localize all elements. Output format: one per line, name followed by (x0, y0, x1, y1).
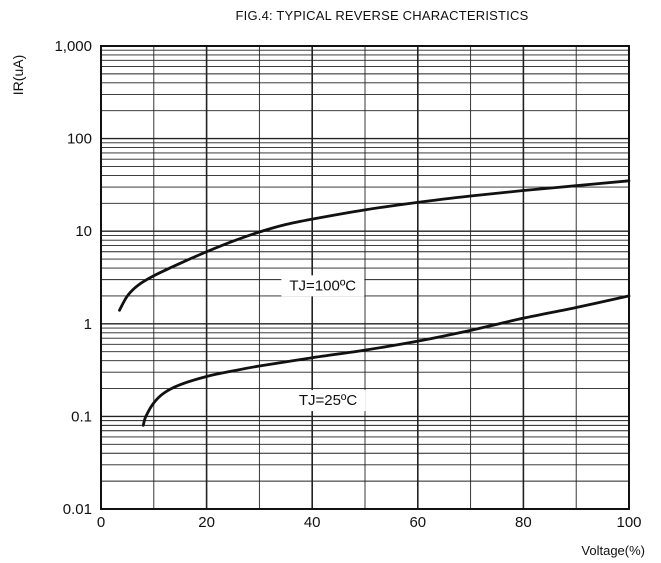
annotation-tj-25c: TJ=25ºC (290, 390, 366, 412)
x-tick-label: 100 (616, 514, 641, 531)
annotation-background (290, 390, 366, 412)
y-axis-label: IR(uA) (10, 55, 26, 95)
x-tick-label: 20 (198, 514, 215, 531)
grid (101, 46, 629, 510)
x-tick-label: 80 (515, 514, 532, 531)
series-line-tj-25c (141, 294, 631, 427)
x-tick-label: 0 (97, 514, 105, 531)
annotation-label: TJ=100ºC (289, 277, 356, 294)
annotation-label: TJ=25ºC (299, 392, 358, 409)
tick-labels: 0 20 40 60 80 100 0.01 0.1 1 10 100 1,000 (54, 38, 641, 531)
y-tick-label: 0.1 (71, 408, 92, 425)
chart-title: FIG.4: TYPICAL REVERSE CHARACTERISTICS (236, 8, 529, 23)
y-tick-label: 0.01 (63, 501, 92, 518)
annotation-tj-100c: TJ=100ºC (281, 275, 365, 297)
x-axis-label: Voltage(%) (581, 543, 645, 558)
plot-frame (100, 45, 630, 510)
y-tick-label: 100 (67, 131, 92, 148)
series-line-tj-100c (118, 179, 631, 312)
y-tick-label: 10 (75, 223, 92, 240)
x-tick-label: 40 (304, 514, 321, 531)
y-tick-label: 1,000 (54, 38, 92, 55)
annotations: TJ=100ºC TJ=25ºC (281, 275, 366, 412)
y-tick-label: 1 (84, 316, 92, 333)
series-lines (118, 179, 631, 427)
annotation-background (281, 275, 365, 297)
x-tick-label: 60 (409, 514, 426, 531)
